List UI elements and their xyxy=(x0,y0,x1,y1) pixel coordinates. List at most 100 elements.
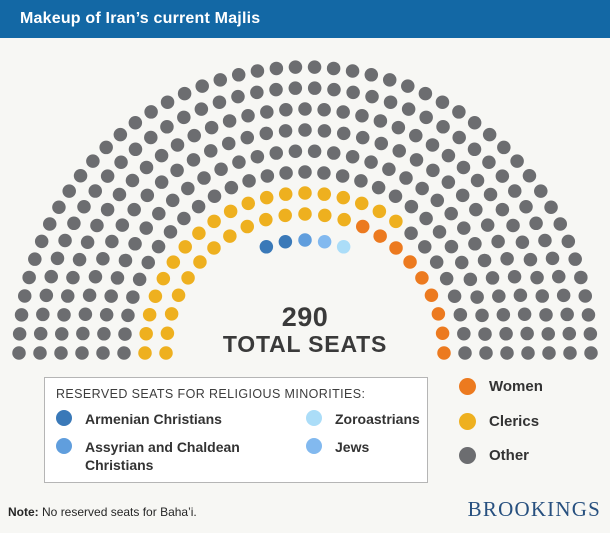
seat-dot xyxy=(506,218,520,233)
seat-dot xyxy=(409,128,423,143)
seat-dot xyxy=(156,271,171,286)
seat-dot xyxy=(144,130,158,145)
seat-dot xyxy=(298,123,312,137)
parliament-chart-area xyxy=(0,38,610,375)
seat-dot xyxy=(76,326,90,341)
seat-dot xyxy=(463,272,478,287)
legend-label: Assyrian and Chaldean Christians xyxy=(85,439,240,474)
seat-dot xyxy=(99,308,114,322)
seat-dot xyxy=(470,173,485,188)
parliament-chart xyxy=(12,60,598,360)
seat-dot xyxy=(510,154,524,168)
seat-dot xyxy=(160,120,174,134)
seat-dot xyxy=(336,126,351,141)
seat-dot xyxy=(191,199,206,214)
seat-dot xyxy=(177,211,191,226)
seat-dot xyxy=(269,82,283,97)
seat-dot xyxy=(242,174,256,188)
seat-dot xyxy=(317,103,331,117)
seat-dot xyxy=(117,346,131,360)
seat-dot xyxy=(583,327,598,341)
seat-dot xyxy=(186,153,201,167)
seat-dot xyxy=(563,346,577,360)
seat-dot xyxy=(86,154,100,168)
footnote-text: No reserved seats for Baha’i. xyxy=(42,505,197,519)
seat-dot xyxy=(374,136,389,151)
seat-dot xyxy=(298,165,312,179)
seat-dot xyxy=(455,188,470,203)
seat-dot xyxy=(159,346,173,360)
seat-dot xyxy=(317,187,332,201)
seat-dot xyxy=(456,160,471,175)
seat-dot xyxy=(104,289,118,303)
seat-dot xyxy=(223,204,238,219)
seat-dot xyxy=(298,233,312,247)
seat-dot xyxy=(401,102,416,116)
seat-dot xyxy=(144,105,158,119)
seat-dot xyxy=(401,79,415,93)
seat-dot xyxy=(151,239,166,254)
seat-dot xyxy=(78,307,93,322)
seat-dot xyxy=(491,234,505,249)
seat-dot xyxy=(112,187,127,202)
seat-dot xyxy=(419,211,433,226)
reserved-seats-legend: RESERVED SEATS FOR RELIGIOUS MINORITIES:… xyxy=(44,377,428,483)
seat-dot xyxy=(52,200,66,214)
seat-dot xyxy=(499,327,513,341)
total-seats-number: 290 xyxy=(281,302,329,332)
seat-dot xyxy=(14,308,29,322)
seat-dot xyxy=(160,326,175,340)
seat-dot xyxy=(259,212,273,227)
seat-dot xyxy=(132,272,147,287)
seat-dot xyxy=(354,174,368,188)
legend-item-women: Women xyxy=(459,377,543,397)
seat-dot xyxy=(181,181,195,196)
seat-dot xyxy=(584,346,598,360)
women-dot-icon xyxy=(459,378,476,396)
footnote: Note: No reserved seats for Baha’i. xyxy=(8,505,197,519)
seat-dot xyxy=(204,120,219,135)
legend-item-other: Other xyxy=(459,446,543,466)
seat-dot xyxy=(139,160,154,175)
seat-dot xyxy=(50,251,65,266)
seat-dot xyxy=(326,61,341,76)
zoroastrians-dot-icon xyxy=(306,410,322,426)
seat-dot xyxy=(403,255,417,269)
seat-dot xyxy=(58,233,72,248)
seat-dot xyxy=(260,105,274,119)
seat-dot xyxy=(452,130,466,145)
seat-dot xyxy=(345,149,360,164)
seat-dot xyxy=(317,234,332,249)
seat-dot xyxy=(495,202,510,217)
seat-dot xyxy=(435,326,450,340)
seat-dot xyxy=(278,208,292,223)
seat-dot xyxy=(336,240,351,254)
seat-dot xyxy=(495,169,510,183)
seat-dot xyxy=(164,307,179,321)
seat-dot xyxy=(544,200,558,214)
seat-dot xyxy=(391,120,406,135)
seat-dot xyxy=(317,166,331,180)
seat-dot xyxy=(33,326,48,341)
seat-dot xyxy=(223,229,237,243)
seat-dot xyxy=(562,326,577,341)
seat-dot xyxy=(507,269,522,284)
seat-dot xyxy=(519,200,533,214)
page-title: Makeup of Iran’s current Majlis xyxy=(20,10,261,27)
seat-dot xyxy=(418,86,433,101)
seat-dot xyxy=(317,124,332,138)
seat-dot xyxy=(497,140,511,155)
seat-dot xyxy=(556,288,571,303)
seat-dot xyxy=(426,163,440,178)
seat-dot xyxy=(288,60,303,74)
seat-dot xyxy=(457,221,471,235)
seat-dot xyxy=(530,270,544,285)
seat-dot xyxy=(177,110,191,125)
seat-dot xyxy=(12,346,26,360)
seat-dot xyxy=(128,142,143,157)
seat-dot xyxy=(221,136,236,151)
seat-dot xyxy=(44,269,58,284)
seat-dot xyxy=(336,190,351,205)
seat-dot xyxy=(80,235,95,249)
seat-dot xyxy=(470,290,484,304)
